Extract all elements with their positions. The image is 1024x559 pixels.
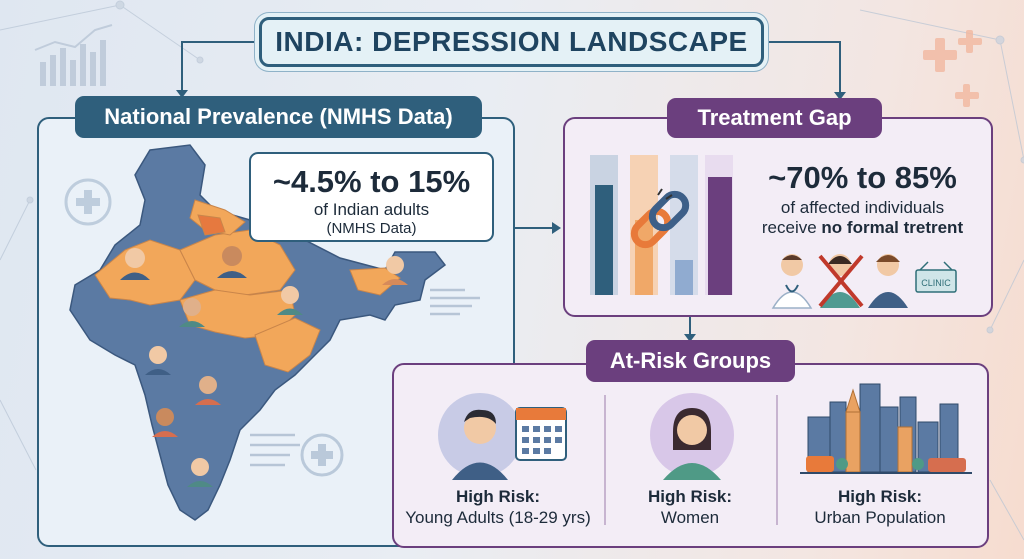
at-risk-tab: At-Risk Groups: [586, 340, 795, 382]
risk-group-desc: Women: [660, 508, 720, 527]
treatment-gap-label: Treatment Gap: [697, 105, 852, 130]
treatment-value: ~70% to 85%: [768, 160, 957, 195]
city-illustration: [800, 383, 972, 474]
clinic-sign-text: CLINIC: [921, 278, 951, 288]
title-banner: INDIA: DEPRESSION LANDSCAPE: [259, 17, 764, 67]
clinic-sign-icon: CLINIC: [915, 261, 957, 293]
india-map: [64, 144, 480, 521]
divider: [604, 395, 606, 525]
risk-group-title: High Risk:: [837, 487, 923, 506]
medical-cross-icon: [300, 433, 344, 477]
chart-decoration-icon: [34, 24, 113, 86]
person-icon: [120, 246, 408, 487]
risk-group-women: High Risk: Women: [590, 486, 790, 528]
medical-cross-icon: [923, 30, 982, 107]
healthcare-workers-illustration: CLINIC: [771, 254, 957, 309]
broken-chain-icon: [630, 188, 690, 249]
prevalence-value: ~4.5% to 15%: [272, 164, 471, 199]
national-prevalence-tab: National Prevalence (NMHS Data): [75, 96, 482, 138]
risk-group-young-adults: High Risk: Young Adults (18-29 yrs): [398, 486, 598, 528]
treatment-gap-tab: Treatment Gap: [667, 98, 882, 138]
treatment-caption-bold: no formal tretrent: [821, 218, 964, 237]
risk-group-title: High Risk:: [455, 487, 541, 506]
prevalence-stat-box: ~4.5% to 15% of Indian adults (NMHS Data…: [249, 152, 494, 242]
risk-group-urban: High Risk: Urban Population: [780, 486, 980, 528]
risk-group-desc: Urban Population: [814, 508, 946, 527]
prevalence-caption: of Indian adults: [313, 200, 430, 219]
treatment-caption-2: receive no formal tretrent: [740, 218, 985, 238]
calendar-icon: [515, 407, 567, 461]
prevalence-source: (NMHS Data): [326, 220, 417, 237]
nurse-icon: [868, 254, 908, 308]
divider: [776, 395, 778, 525]
treatment-caption: of affected individuals: [780, 198, 945, 217]
young-adult-illustration: [438, 393, 567, 480]
risk-group-title: High Risk:: [647, 487, 733, 506]
treatment-stat: ~70% to 85% of affected individuals rece…: [740, 160, 985, 238]
woman-illustration: [650, 393, 734, 480]
at-risk-label: At-Risk Groups: [609, 348, 772, 373]
nurse-icon: [818, 254, 864, 308]
page-title: INDIA: DEPRESSION LANDSCAPE: [275, 26, 748, 57]
doctor-icon: [771, 254, 813, 309]
medical-cross-icon: [64, 178, 112, 226]
treatment-caption-prefix: receive: [761, 218, 822, 237]
national-prevalence-label: National Prevalence (NMHS Data): [104, 104, 453, 129]
risk-group-desc: Young Adults (18-29 yrs): [405, 508, 591, 527]
treatment-bars-illustration: [590, 155, 733, 295]
